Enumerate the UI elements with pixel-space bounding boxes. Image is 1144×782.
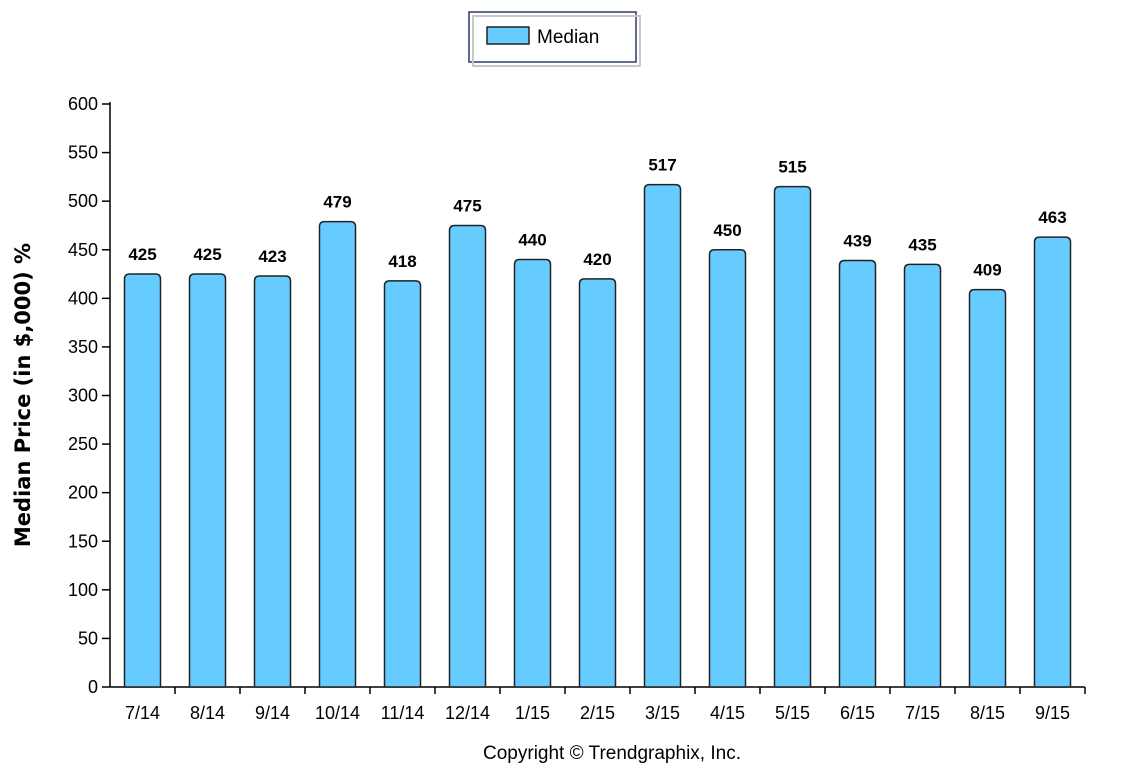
y-tick-label: 500: [68, 191, 98, 211]
y-tick-label: 350: [68, 337, 98, 357]
x-tick-label: 9/14: [255, 703, 290, 723]
bar: [318, 220, 357, 688]
x-tick-label: 6/15: [840, 703, 875, 723]
bar: [968, 288, 1007, 688]
bar-value-label: 479: [323, 193, 351, 212]
bar-value-label: 515: [778, 158, 806, 177]
bar: [643, 183, 682, 688]
axes: 0 50 100 150 200 250 300 350 400 450 500 550 600 7/14…: [68, 94, 1086, 723]
y-tick-label: 550: [68, 143, 98, 163]
y-tick-label: 250: [68, 434, 98, 454]
x-tick-label: 11/14: [381, 703, 425, 723]
legend-shadow: [472, 15, 641, 67]
bar-value-label: 425: [128, 245, 156, 264]
bar: [838, 259, 877, 688]
bar-value-label: 420: [583, 250, 611, 269]
x-tick-label: 8/14: [190, 703, 225, 723]
y-tick-label: 200: [68, 483, 98, 503]
x-tick-label: 2/15: [580, 703, 615, 723]
bar-value-label: 463: [1038, 208, 1066, 227]
x-tick-label: 3/15: [645, 703, 680, 723]
legend: Median: [468, 11, 641, 67]
x-tick-label: 8/15: [970, 703, 1005, 723]
bar-value-label: 517: [648, 156, 676, 175]
y-tick-label: 50: [78, 628, 98, 648]
bar: [253, 275, 292, 688]
bar: [903, 263, 942, 688]
bar: [773, 185, 812, 688]
bar-value-label: 439: [843, 231, 871, 250]
bar: [578, 278, 617, 688]
bar-value-label: 475: [453, 196, 481, 215]
x-tick-label: 9/15: [1035, 703, 1070, 723]
bar-value-label: 440: [518, 230, 546, 249]
x-tick-label: 1/15: [515, 703, 550, 723]
legend-label: Median: [537, 27, 599, 48]
bar: [1033, 236, 1072, 688]
bar-value-label: 425: [193, 245, 221, 264]
bar: [123, 273, 162, 688]
y-tick-label: 100: [68, 580, 98, 600]
copyright-text: Copyright © Trendgraphix, Inc.: [483, 743, 741, 764]
data-labels: 425 425 423 479 418 475 440 420 517 450 515 439 435 4…: [128, 156, 1066, 280]
bar: [708, 249, 747, 688]
bar: [383, 280, 422, 688]
x-tick-label: 7/14: [125, 703, 160, 723]
x-tick-label: 12/14: [445, 703, 490, 723]
bar-value-label: 450: [713, 221, 741, 240]
bar: [448, 224, 487, 688]
bar-value-label: 418: [388, 252, 416, 271]
y-axis-title: Median Price (in $,000) %: [11, 243, 35, 547]
y-tick-label: 300: [68, 386, 98, 406]
y-tick-label: 600: [68, 94, 98, 114]
x-tick-label: 4/15: [710, 703, 745, 723]
y-tick-label: 150: [68, 531, 98, 551]
x-tick-label: 7/15: [905, 703, 940, 723]
bar-value-label: 409: [973, 261, 1001, 280]
bar-value-label: 435: [908, 235, 936, 254]
bars: [123, 183, 1072, 688]
x-tick-label: 10/14: [315, 703, 360, 723]
x-tick-label: 5/15: [775, 703, 810, 723]
legend-swatch: [486, 26, 530, 45]
y-tick-label: 0: [88, 677, 98, 697]
bar: [513, 258, 552, 688]
y-tick-label: 450: [68, 240, 98, 260]
y-tick-label: 400: [68, 288, 98, 308]
bar: [188, 273, 227, 688]
bar-value-label: 423: [258, 247, 286, 266]
